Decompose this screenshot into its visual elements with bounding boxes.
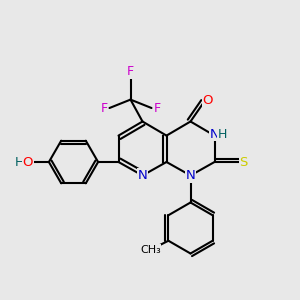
Text: N: N (138, 169, 147, 182)
Text: N: N (210, 128, 219, 141)
Text: H: H (217, 128, 227, 141)
Text: F: F (127, 65, 134, 78)
Text: H: H (15, 155, 24, 169)
Text: F: F (100, 101, 108, 115)
Text: O: O (22, 155, 33, 169)
Text: CH₃: CH₃ (140, 245, 161, 255)
Text: S: S (239, 155, 248, 169)
Text: F: F (153, 101, 161, 115)
Text: O: O (202, 94, 213, 107)
Text: N: N (186, 169, 195, 182)
